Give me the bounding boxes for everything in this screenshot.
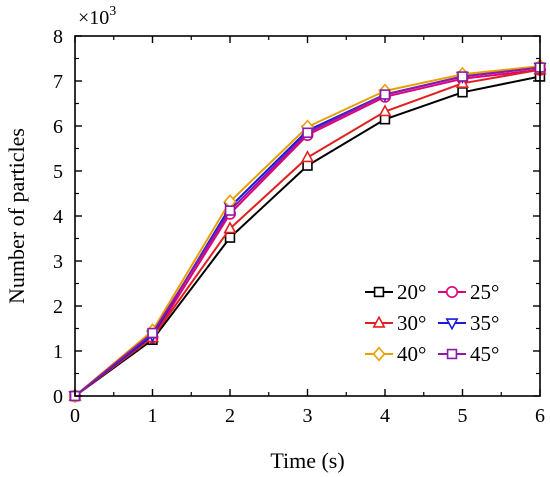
y-tick-label: 0 (53, 386, 63, 408)
x-tick-label: 1 (148, 405, 158, 427)
data-point (379, 89, 391, 100)
data-point (302, 160, 313, 171)
x-tick-label: 2 (225, 405, 235, 427)
x-tick-label: 3 (303, 405, 313, 427)
data-point (147, 327, 158, 339)
legend-marker (445, 318, 459, 331)
data-point (302, 127, 313, 138)
y-axis-label: Number of particles (4, 128, 29, 304)
legend-item: 25° (438, 280, 499, 304)
legend-label: 20° (397, 280, 426, 304)
data-point (223, 221, 237, 234)
x-tick-label: 5 (458, 405, 468, 427)
legend-marker (372, 346, 386, 362)
legend-marker (373, 286, 385, 298)
legend: 20° 25° 30° 35° 40° 45° (365, 280, 499, 366)
legend-item: 40° (365, 342, 426, 366)
y-axis-multiplier: ×103 (78, 4, 116, 29)
data-point (378, 104, 392, 117)
legend-marker (446, 348, 458, 360)
legend-label: 45° (470, 342, 499, 366)
y-tick-label: 4 (53, 206, 63, 228)
y-tick-label: 5 (53, 161, 63, 183)
legend-label: 25° (470, 280, 499, 304)
legend-item: 30° (365, 311, 426, 335)
x-axis-label: Time (s) (270, 448, 344, 473)
y-tick-label: 8 (53, 26, 63, 48)
x-tick-label: 6 (535, 405, 545, 427)
y-tick-label: 3 (53, 251, 63, 273)
y-tick-label: 2 (53, 296, 63, 318)
legend-item: 20° (365, 280, 426, 304)
legend-marker (372, 315, 386, 328)
legend-item: 45° (438, 342, 499, 366)
y-tick-label: 1 (53, 341, 63, 363)
data-point (457, 87, 468, 98)
legend-marker (445, 285, 458, 298)
axes-layer: 0 1 2 3 4 5 6 0 1 2 3 4 5 6 7 8 (53, 26, 545, 427)
legend-label: 40° (397, 342, 426, 366)
data-point (300, 150, 315, 163)
data-point (457, 71, 468, 82)
legend-label: 35° (470, 311, 499, 335)
data-point (224, 205, 236, 216)
y-tick-label: 6 (53, 116, 63, 138)
x-tick-label: 0 (70, 405, 80, 427)
y-tick-label: 7 (53, 71, 63, 93)
legend-item: 35° (438, 311, 499, 335)
legend-label: 30° (397, 311, 426, 335)
x-tick-label: 4 (380, 405, 390, 427)
